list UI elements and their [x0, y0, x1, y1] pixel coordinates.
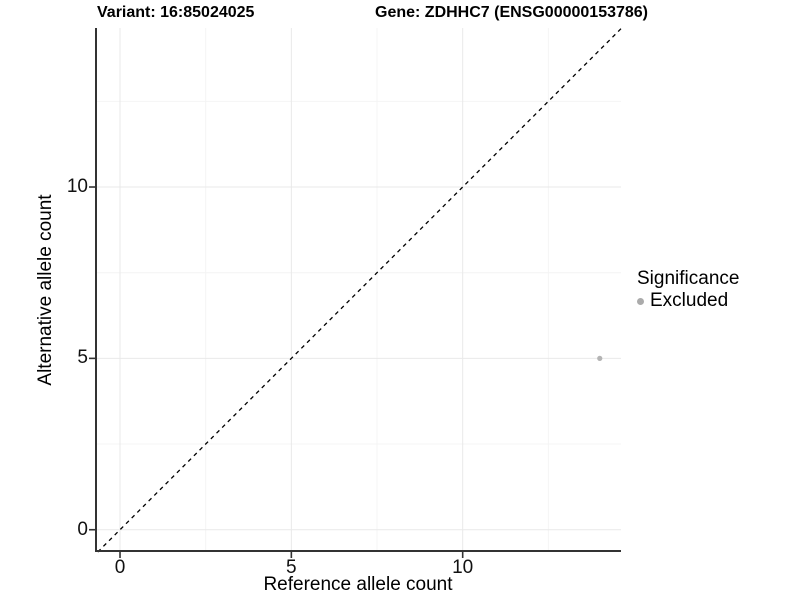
y-tick-label: 5 [77, 347, 88, 369]
x-tick-label: 10 [452, 557, 474, 578]
data-point [597, 355, 603, 361]
plot-panel [89, 28, 622, 558]
x-axis-label: Reference allele count [263, 574, 453, 595]
legend-key-dot [637, 297, 644, 305]
x-tick-label: 0 [114, 557, 126, 578]
y-tick-label: 0 [77, 518, 88, 540]
legend-title: Significance [637, 268, 740, 289]
x-tick-label: 5 [286, 557, 297, 578]
legend-entry-excluded: Excluded [637, 290, 739, 312]
legend: Significance Excluded [637, 268, 739, 312]
variant-title: Variant: 16:85024025 [97, 4, 255, 21]
identity-reference-line [97, 28, 622, 553]
gene-title: Gene: ZDHHC7 (ENSG00000153786) [375, 4, 649, 21]
y-tick-label: 10 [66, 176, 88, 198]
legend-entry-label: Excluded [650, 290, 729, 311]
